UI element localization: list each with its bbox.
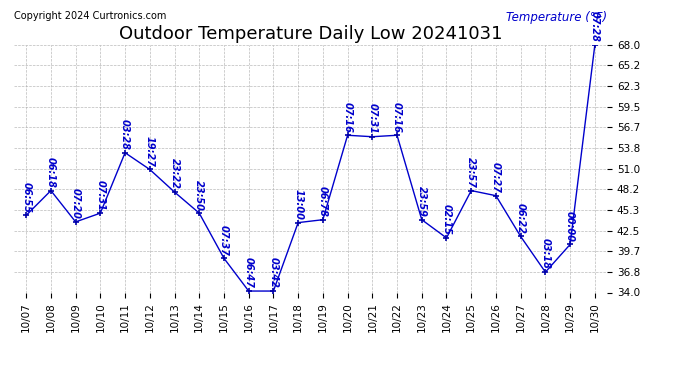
Text: 03:42: 03:42: [268, 257, 278, 288]
Text: 23:22: 23:22: [170, 158, 179, 189]
Text: 06:47: 06:47: [244, 257, 254, 288]
Text: 03:18: 03:18: [540, 238, 551, 269]
Text: 07:16: 07:16: [392, 102, 402, 132]
Text: Copyright 2024 Curtronics.com: Copyright 2024 Curtronics.com: [14, 11, 166, 21]
Text: 07:31: 07:31: [367, 103, 377, 134]
Text: 23:59: 23:59: [417, 186, 426, 217]
Text: 00:00: 00:00: [565, 211, 575, 242]
Text: Temperature (°F): Temperature (°F): [506, 11, 607, 24]
Text: 23:57: 23:57: [466, 157, 476, 188]
Text: 07:27: 07:27: [491, 162, 501, 193]
Text: 07:16: 07:16: [343, 102, 353, 132]
Text: 07:28: 07:28: [590, 11, 600, 42]
Text: 19:27: 19:27: [145, 136, 155, 167]
Text: 13:00: 13:00: [293, 189, 303, 220]
Text: 06:22: 06:22: [515, 203, 526, 234]
Text: 03:28: 03:28: [120, 119, 130, 150]
Text: 23:50: 23:50: [195, 180, 204, 210]
Text: 07:31: 07:31: [95, 180, 106, 210]
Title: Outdoor Temperature Daily Low 20241031: Outdoor Temperature Daily Low 20241031: [119, 26, 502, 44]
Text: 06:55: 06:55: [21, 182, 31, 213]
Text: 06:18: 06:18: [46, 157, 56, 188]
Text: 07:37: 07:37: [219, 225, 229, 255]
Text: 06:78: 06:78: [318, 186, 328, 217]
Text: 07:20: 07:20: [70, 188, 81, 219]
Text: 02:15: 02:15: [442, 204, 451, 235]
